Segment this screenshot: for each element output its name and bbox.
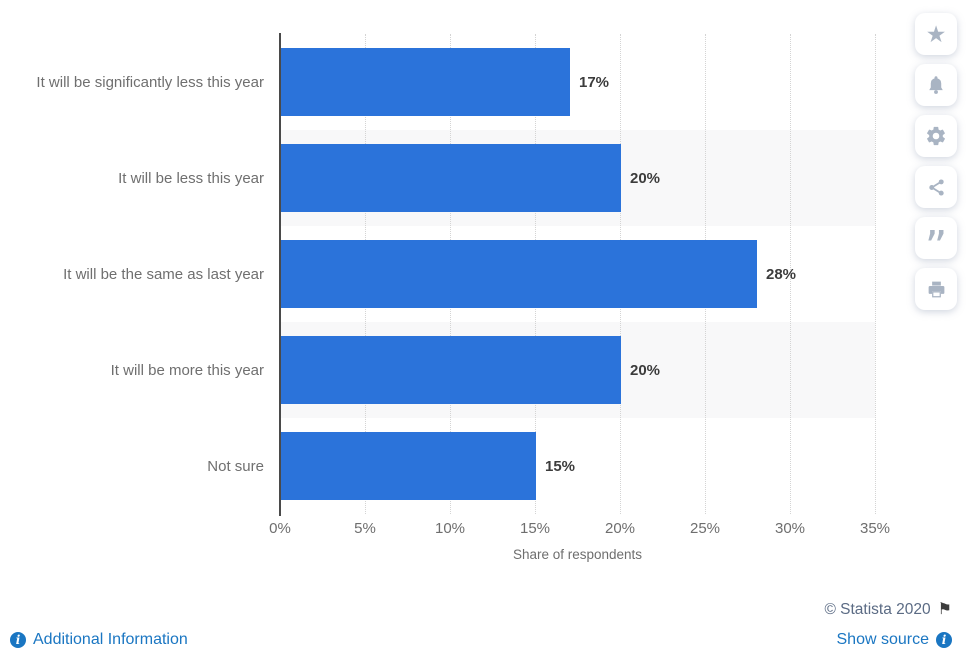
bar	[281, 336, 621, 404]
x-tick-label: 10%	[434, 520, 466, 537]
x-tick-label: 20%	[604, 520, 636, 537]
cite-button[interactable]: ”	[915, 217, 957, 270]
bar	[281, 48, 570, 116]
print-button[interactable]	[915, 268, 957, 310]
copyright-text: © Statista 2020	[824, 601, 931, 618]
gridline	[875, 34, 876, 514]
x-tick-label: 25%	[689, 520, 721, 537]
bell-icon	[925, 74, 947, 96]
value-label: 20%	[630, 361, 661, 379]
bar	[281, 432, 536, 500]
star-icon: ★	[925, 20, 947, 47]
category-label: Not sure	[207, 457, 264, 475]
bar	[281, 240, 757, 308]
value-label: 15%	[545, 457, 576, 475]
alerts-button[interactable]	[915, 64, 957, 106]
category-label: It will be significantly less this year	[36, 73, 264, 91]
share-button[interactable]	[915, 166, 957, 208]
print-icon	[926, 279, 947, 300]
additional-information-link[interactable]: i Additional Information	[10, 631, 188, 649]
bar	[281, 144, 621, 212]
quote-icon: ”	[924, 222, 948, 273]
y-axis-line	[279, 33, 281, 516]
x-axis-title: Share of respondents	[512, 547, 643, 562]
x-tick-label: 5%	[354, 520, 376, 537]
category-label: It will be the same as last year	[63, 265, 264, 283]
settings-button[interactable]	[915, 115, 957, 157]
x-tick-label: 30%	[774, 520, 806, 537]
additional-information-label: Additional Information	[33, 631, 188, 648]
x-tick-label: 35%	[859, 520, 891, 537]
flag-icon: ⚑	[937, 601, 952, 618]
show-source-label: Show source	[836, 631, 930, 648]
x-tick-label: 0%	[269, 520, 291, 537]
show-source-link[interactable]: Show source i	[836, 631, 952, 649]
favorite-button[interactable]: ★	[915, 13, 957, 55]
value-label: 20%	[630, 169, 661, 187]
gear-icon	[925, 125, 947, 147]
gridline	[790, 34, 791, 514]
category-label: It will be less this year	[118, 169, 264, 187]
value-label: 28%	[766, 265, 797, 283]
info-icon: i	[936, 632, 952, 648]
info-icon: i	[10, 632, 26, 648]
share-icon	[926, 177, 947, 198]
category-label: It will be more this year	[110, 361, 264, 379]
value-label: 17%	[579, 73, 610, 91]
chart-toolbar: ★	[915, 13, 957, 310]
x-tick-label: 15%	[519, 520, 551, 537]
copyright: © Statista 2020 ⚑	[824, 601, 952, 619]
